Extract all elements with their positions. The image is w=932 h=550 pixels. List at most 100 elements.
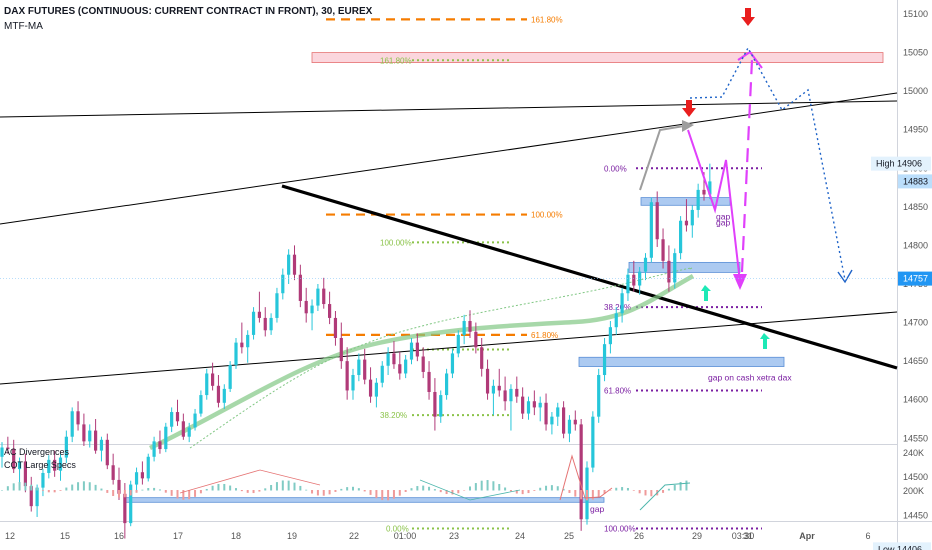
indicator-bar <box>480 480 483 491</box>
candle-body <box>146 456 150 479</box>
current-price-badge <box>898 271 932 286</box>
time-tick-label: 26 <box>634 531 644 541</box>
trendline-channel-top <box>0 92 898 225</box>
candle-body <box>292 254 297 275</box>
indicator-bar <box>550 485 553 491</box>
indicator-bar <box>486 480 489 491</box>
sub-label-cot[interactable]: COT Large Specs <box>4 460 76 470</box>
time-axis[interactable]: 1215161718192201:00232425262903:30Apr630… <box>5 531 871 541</box>
candle-body <box>667 260 671 283</box>
divergence-line <box>179 469 321 494</box>
fib-green-label: 0.00% <box>386 525 409 534</box>
indicator-bar <box>305 489 308 491</box>
divergence-line <box>419 479 521 501</box>
indicator-bar <box>498 484 501 491</box>
last-price-badge <box>898 174 932 189</box>
projection-grey-path <box>639 124 691 191</box>
indicator-bar <box>580 490 583 500</box>
candle-body <box>164 426 168 450</box>
candle-body <box>333 317 338 338</box>
indicator-bar <box>41 490 44 491</box>
indicator-bar <box>88 482 91 491</box>
candle-body <box>567 419 572 434</box>
price-axis[interactable]: 1510015050150001495014900148501480014750… <box>903 9 928 550</box>
fib-purple-label: 61.80% <box>604 386 631 395</box>
candle-body <box>298 274 302 301</box>
indicator-label[interactable]: MTF-MA <box>4 21 43 32</box>
candle-body <box>275 293 279 318</box>
indicator-bar <box>621 487 624 491</box>
candle-body <box>70 411 74 437</box>
candle-body <box>234 342 238 365</box>
time-tick-label: 31 <box>743 531 753 541</box>
indicator-bar <box>433 489 436 491</box>
candle-body <box>620 293 624 314</box>
candle-body <box>181 421 185 437</box>
candle-body <box>175 412 180 422</box>
candle-body <box>404 359 408 374</box>
candle-body <box>673 253 677 283</box>
candle-body <box>211 373 215 386</box>
price-tick-label: 14600 <box>903 395 928 405</box>
candle-body <box>474 331 478 348</box>
candle-body <box>41 472 45 488</box>
sub-label-ac[interactable]: AC Divergences <box>4 447 70 457</box>
candle-body <box>257 311 261 318</box>
time-tick-label: 23 <box>449 531 459 541</box>
indicator-bar <box>36 487 39 491</box>
candle-body <box>702 189 706 195</box>
zone-blue <box>578 356 785 367</box>
candle-body <box>509 388 513 402</box>
time-tick-label: 01:00 <box>394 531 417 541</box>
candle-body <box>398 364 402 374</box>
indicator-bar <box>445 490 448 495</box>
time-tick-label: 6 <box>865 531 870 541</box>
candle-body <box>99 439 104 451</box>
fib-levels: 161.80% 100.00% 61.80% 161.80% 100.00% 38.20%… <box>326 15 762 534</box>
candle-body <box>374 382 378 397</box>
candle-body <box>679 220 683 254</box>
candle-body <box>117 479 121 494</box>
candle-body <box>386 353 390 366</box>
zone-pink <box>311 52 884 63</box>
indicator-bar <box>392 490 395 499</box>
candle-body <box>222 388 226 403</box>
candle-body <box>602 344 607 376</box>
red-arrow-down-icon <box>682 100 696 117</box>
indicator-bar <box>158 489 161 491</box>
indicator-bar <box>106 490 109 493</box>
price-tick-label: 14850 <box>903 202 928 212</box>
indicator-bar <box>30 484 33 491</box>
projection-violet-path <box>687 129 741 283</box>
low-badge <box>873 542 931 550</box>
fib-orange-label: 100.00% <box>531 211 563 220</box>
candle-body <box>684 220 689 226</box>
indicator-bar <box>135 490 138 493</box>
indicator-bar <box>428 486 431 491</box>
indicator-bar <box>24 482 27 491</box>
high-badge-text: High 14906 <box>876 159 922 169</box>
indicator-bar <box>12 483 15 491</box>
candle-body <box>23 461 27 487</box>
candle-body <box>17 461 22 470</box>
indicator-bar <box>287 480 290 491</box>
candle-body <box>392 353 396 365</box>
candle-body <box>193 413 197 428</box>
candle-body <box>608 327 612 345</box>
indicator-bar <box>59 490 62 491</box>
indicator-bar <box>100 488 103 491</box>
indicator-bar <box>118 490 120 498</box>
indicator-bar <box>416 486 419 491</box>
candle-body <box>58 457 63 471</box>
indicator-bar <box>94 484 97 491</box>
trendline-bold-down <box>281 184 898 370</box>
time-tick-label: 16 <box>114 531 124 541</box>
indicator-bar <box>574 490 577 497</box>
indicator-bar <box>463 490 466 491</box>
indicator-bar <box>275 482 278 491</box>
indicator-bar <box>521 490 524 495</box>
indicator-bar <box>18 482 21 491</box>
high-badge <box>871 156 931 171</box>
candle-body <box>661 239 665 261</box>
